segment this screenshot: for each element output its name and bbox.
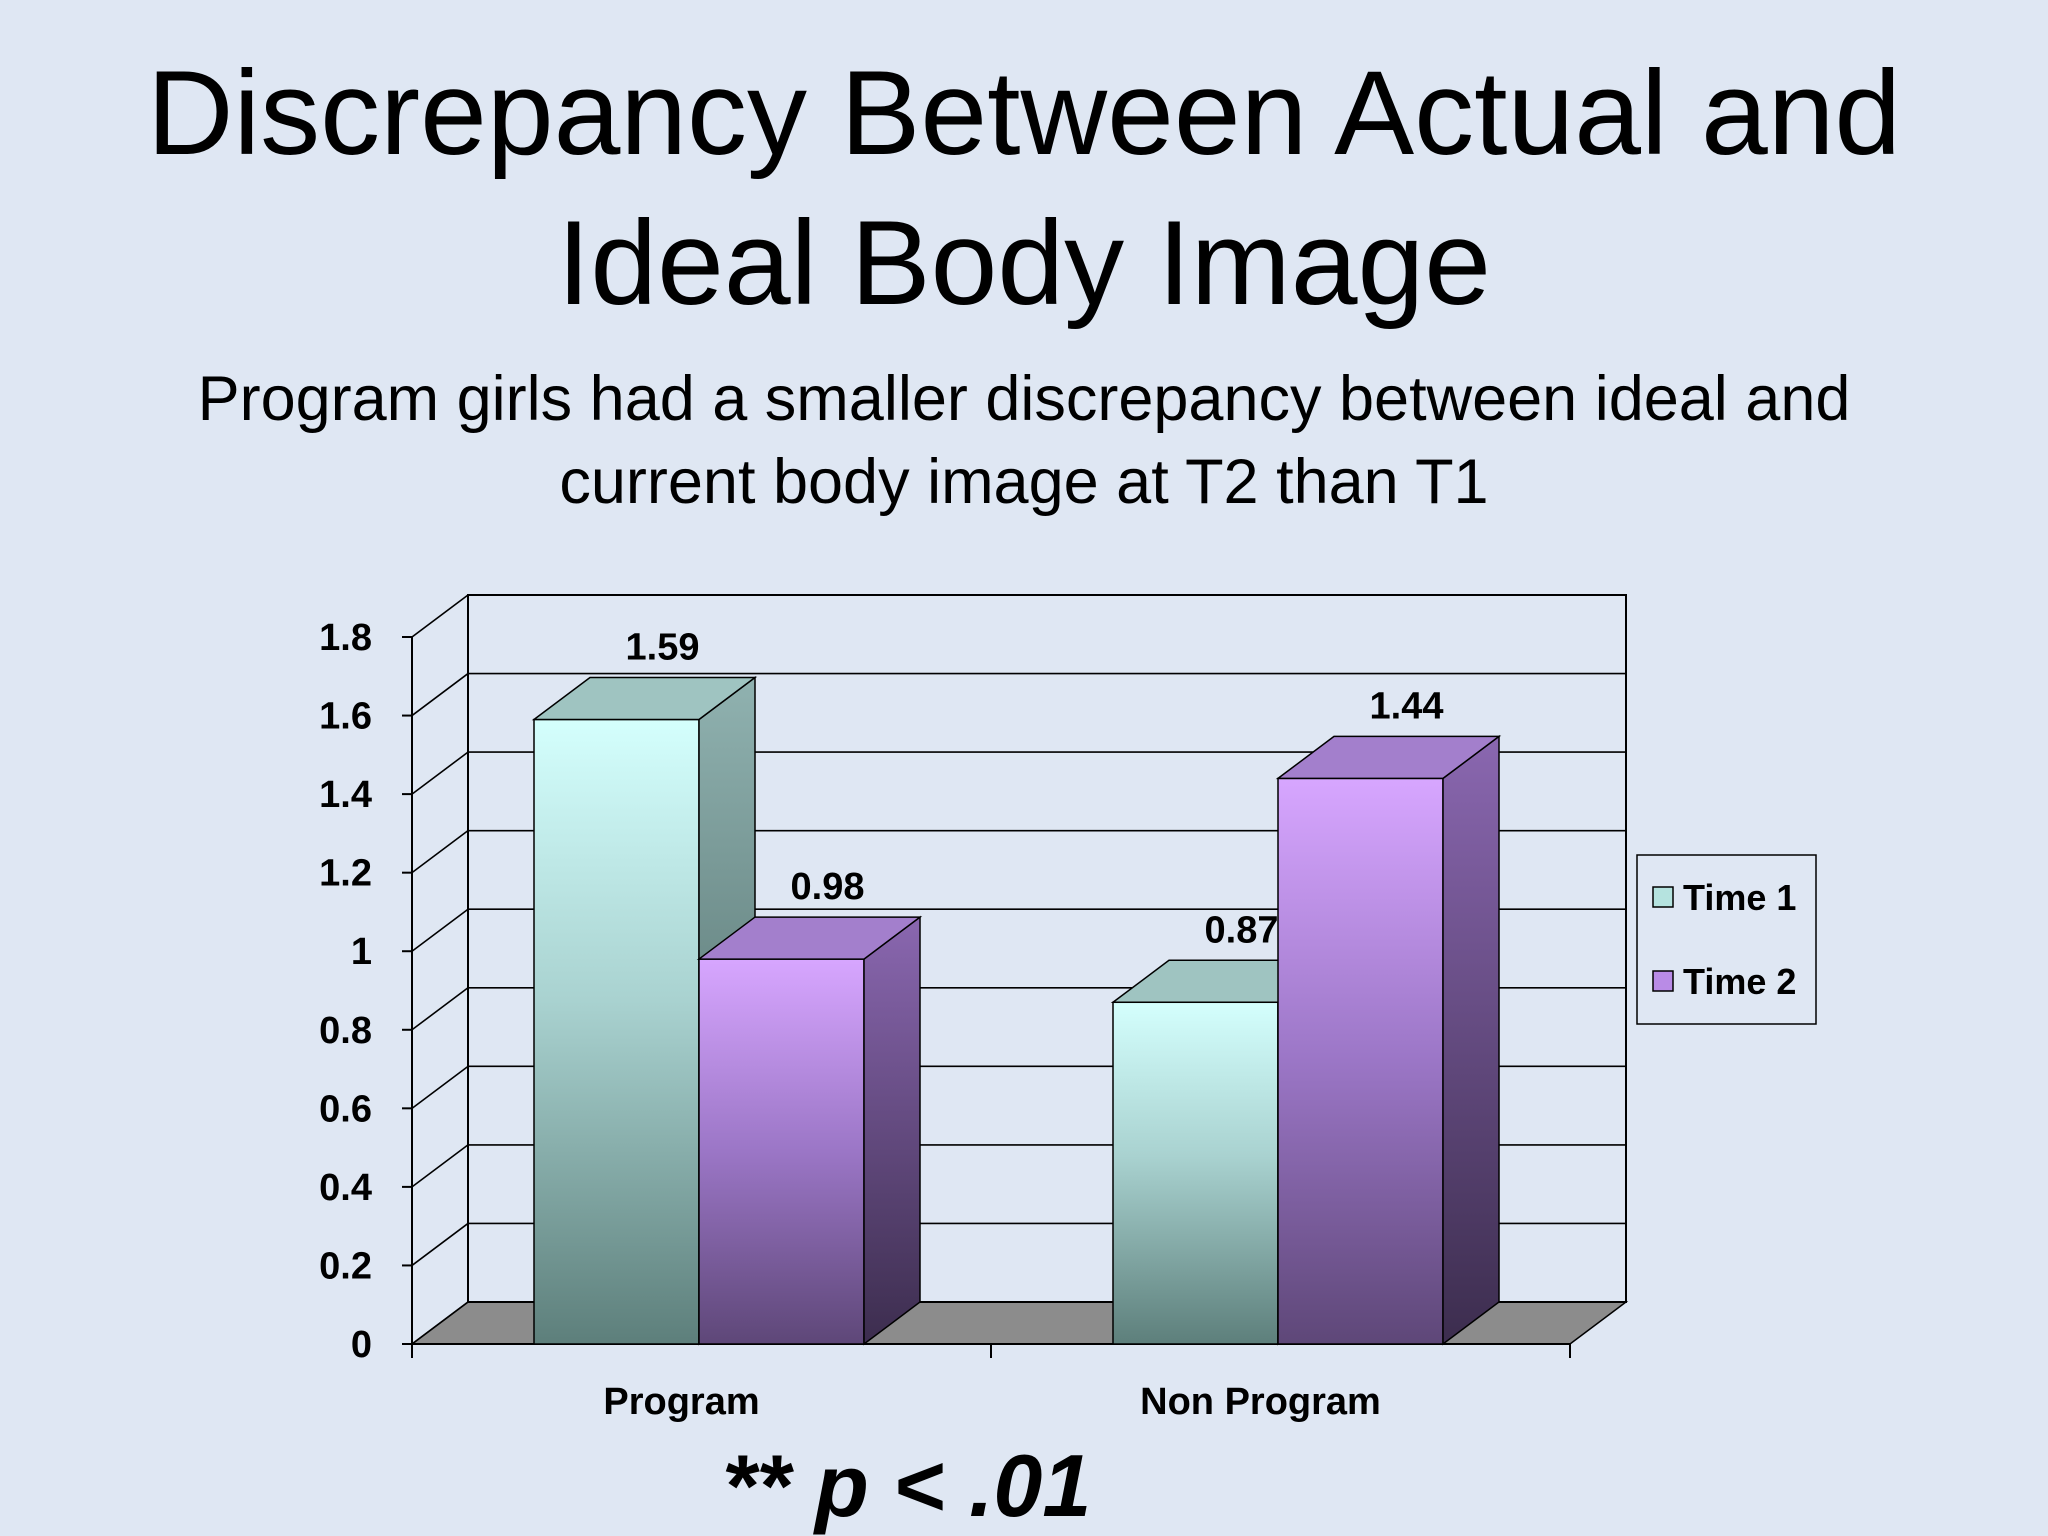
y-tick-label: 1.8 <box>319 617 372 659</box>
slide-title-line-2: Ideal Body Image <box>557 196 1491 330</box>
slide-subtitle-line-1: Program girls had a smaller discrepancy … <box>197 364 1851 434</box>
bar-time-2-front <box>1277 777 1444 1345</box>
y-tick-label: 1.2 <box>319 853 372 895</box>
slide-subtitle: Program girls had a smaller discrepancy … <box>0 358 2048 524</box>
gridline-side <box>411 1301 469 1345</box>
x-category-label: Program <box>603 1381 759 1423</box>
data-label: 1.44 <box>1370 685 1444 727</box>
bar-time-1-front <box>533 718 700 1345</box>
y-tick-label: 0 <box>351 1324 372 1366</box>
y-tick-label: 0.6 <box>319 1088 372 1130</box>
bar-time-2-side <box>863 915 921 1346</box>
gridline-side <box>411 987 469 1031</box>
gridline-side <box>411 830 469 874</box>
gridline-side <box>411 1222 469 1267</box>
chart-legend: Time 1 Time 2 <box>1636 854 1817 1025</box>
chart-axes: 0 0.2 0.4 0.6 0.8 1 1.2 1.4 1.6 1.8 Program Non Pro… <box>319 617 1571 1423</box>
bar-time-2-side <box>1442 734 1500 1346</box>
legend-label: Time 1 <box>1683 877 1796 918</box>
slide-title: Discrepancy Between Actual and Ideal Bod… <box>0 38 2048 338</box>
bar-time-1-top <box>531 676 758 721</box>
legend-box <box>1636 854 1817 1025</box>
chart-bars <box>531 675 1502 1346</box>
y-tick-label: 1 <box>351 931 372 973</box>
significance-note: ** p < .01 <box>722 1436 1092 1535</box>
y-tick-label: 0.2 <box>319 1245 372 1287</box>
y-tick-label: 1.6 <box>319 696 372 738</box>
gridline-side <box>411 672 469 717</box>
gridline-side <box>411 594 469 638</box>
data-label: 0.98 <box>791 866 865 908</box>
y-tick-label: 0.8 <box>319 1010 372 1052</box>
gridline-side <box>411 751 469 795</box>
legend-swatch <box>1652 970 1674 992</box>
slide-subtitle-line-2: current body image at T2 than T1 <box>559 447 1489 517</box>
legend-label: Time 2 <box>1683 961 1796 1002</box>
gridline-side <box>411 1144 469 1188</box>
bar-time-1-front <box>1112 1001 1279 1345</box>
slide-title-line-1: Discrepancy Between Actual and <box>146 46 1902 180</box>
chart-data-labels: 1.59 0.98 0.87 1.44 <box>626 626 1444 951</box>
gridline-side <box>411 908 469 952</box>
data-label: 0.87 <box>1205 909 1279 951</box>
legend-swatch <box>1652 886 1674 908</box>
data-label: 1.59 <box>626 626 700 668</box>
y-tick-label: 0.4 <box>319 1167 372 1209</box>
bar-time-2-top <box>696 916 923 960</box>
gridline-side <box>411 1065 469 1109</box>
x-category-label: Non Program <box>1140 1381 1381 1423</box>
y-tick-label: 1.4 <box>319 774 372 816</box>
bar-time-2-top <box>1275 735 1502 780</box>
bar-time-2-front <box>698 958 865 1345</box>
